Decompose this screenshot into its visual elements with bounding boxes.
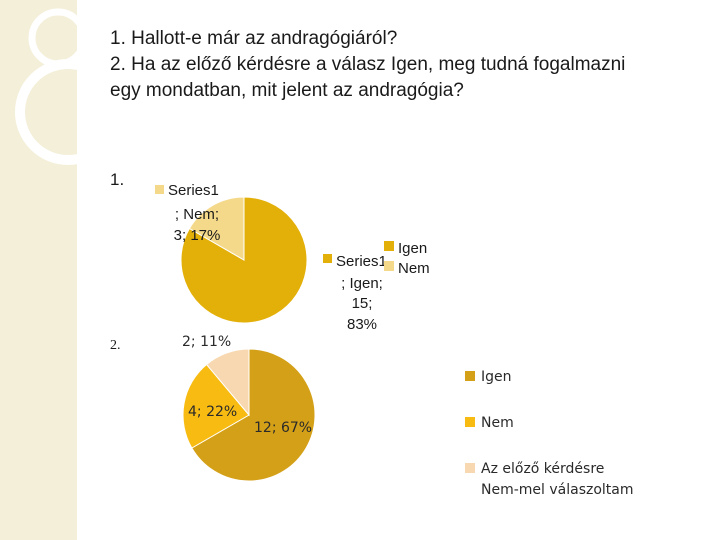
pie2-label-other: 2; 11% — [182, 334, 231, 350]
pie-chart-2 — [182, 348, 316, 482]
pie1-label-nem: Series1 ; Nem; 3; 17% — [155, 182, 220, 244]
pie2-legend-other-line1: Az előző kérdésre — [481, 461, 604, 477]
pie1-legend-swatch-igen — [384, 241, 394, 251]
pie1-slice-nem — [188, 196, 245, 261]
pie1-label-nem-line3: 3; 17% — [174, 227, 221, 244]
pie1-label-igen-line2: ; Igen; — [341, 275, 383, 292]
pie1-label-nem-swatch — [155, 185, 164, 194]
pie1-label-igen: Series1 ; Igen; 15; 83% — [323, 253, 387, 333]
pie2-label-nem: 4; 22% — [188, 404, 237, 420]
pie1-label-igen-line4: 83% — [347, 316, 377, 333]
pie2-legend: Igen Nem Az előző kérdésre Nem-mel válas… — [465, 369, 634, 498]
question-line-3: egy mondatban, mit jelent az andragógia? — [110, 80, 464, 101]
pie1-legend-swatch-nem — [384, 261, 394, 271]
pie2-slice-nem — [182, 363, 250, 449]
pie1-label-nem-line1: Series1 — [168, 182, 219, 199]
question-line-1: 1. Hallott-e már az andragógiáról? — [110, 28, 398, 49]
decorative-circles — [15, 8, 110, 165]
pie1-label-igen-line3: 15; — [352, 295, 373, 312]
pie2-legend-other-line2: Nem-mel válaszoltam — [481, 482, 634, 498]
pie2-slice-other — [205, 348, 250, 417]
pie1-label-igen-swatch — [323, 254, 332, 263]
question-line-2: 2. Ha az előző kérdésre a válasz Igen, m… — [110, 54, 626, 75]
pie2-slice-igen — [191, 348, 316, 482]
pie2-legend-igen: Igen — [481, 369, 512, 385]
pie2-legend-nem: Nem — [481, 415, 514, 431]
item-number-1: 1. — [110, 170, 125, 189]
pie2-label-igen: 12; 67% — [254, 420, 312, 436]
question-text: 1. Hallott-e már az andragógiáról? 2. Ha… — [110, 26, 690, 104]
pie1-legend-igen: Igen — [398, 240, 427, 257]
item-number-2: 2. — [110, 338, 121, 353]
pie2-legend-swatch-igen — [465, 371, 475, 381]
pie1-legend-nem: Nem — [398, 260, 430, 277]
pie2-legend-swatch-nem — [465, 417, 475, 427]
pie1-label-igen-line1: Series1 — [336, 253, 387, 270]
side-strip — [0, 0, 77, 540]
pie2-legend-swatch-other — [465, 463, 475, 473]
pie1-label-nem-line2: ; Nem; — [175, 206, 219, 223]
pie1-legend: Igen Nem — [384, 240, 430, 277]
deco-ring-small — [28, 8, 88, 68]
pie-chart-1 — [180, 196, 308, 324]
